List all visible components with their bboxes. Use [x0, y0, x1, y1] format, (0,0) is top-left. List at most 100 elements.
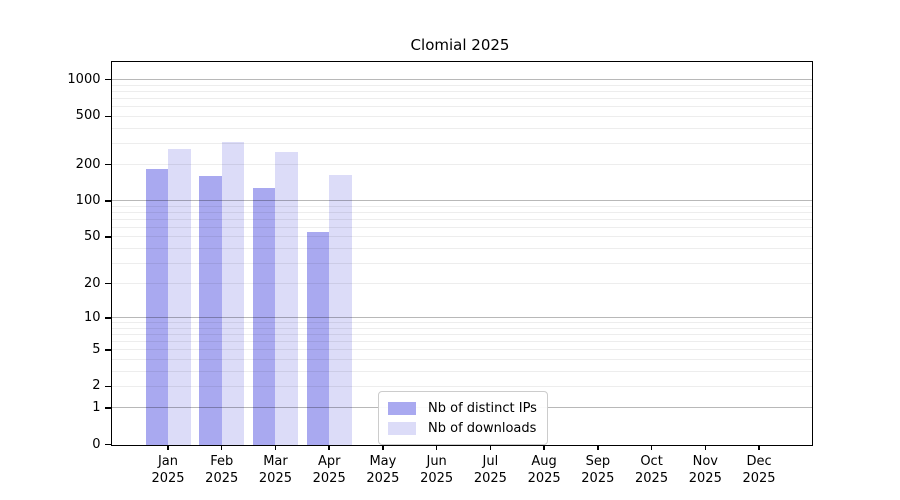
y-tick-mark: [104, 236, 111, 238]
x-tick-mark: [328, 444, 330, 450]
x-tick-month: Dec: [746, 453, 772, 469]
legend-swatch-downloads: [388, 421, 416, 435]
x-tick-month: Feb: [210, 453, 234, 469]
x-tick-month: Aug: [531, 453, 557, 469]
x-tick-mark: [704, 444, 706, 450]
x-tick-label: Apr 2025: [301, 453, 357, 487]
bar-downloads: [221, 142, 245, 445]
bar-distinct-ips: [306, 231, 330, 445]
bar-downloads: [275, 151, 298, 445]
gridline-minor: [111, 370, 812, 372]
x-tick-label: Sep 2025: [570, 453, 626, 487]
gridline-minor: [111, 218, 812, 220]
y-tick-label: 1: [92, 399, 101, 415]
x-tick-year: 2025: [151, 470, 185, 486]
x-tick-mark: [650, 444, 653, 450]
bar-distinct-ips: [252, 188, 276, 445]
y-tick-mark: [104, 443, 111, 446]
gridline-minor: [111, 247, 812, 249]
y-tick-label: 0: [92, 436, 101, 452]
x-tick-year: 2025: [366, 470, 400, 486]
gridline-minor: [111, 322, 812, 324]
y-tick-mark: [104, 200, 111, 202]
x-tick-label: Nov 2025: [677, 453, 733, 487]
y-tick-mark: [104, 349, 111, 351]
gridline-minor: [111, 211, 812, 213]
y-tick-mark: [104, 407, 111, 409]
legend-label-ips: Nb of distinct IPs: [428, 400, 537, 416]
gridline-minor: [111, 106, 812, 108]
gridline-minor: [111, 262, 812, 264]
x-tick-mark: [382, 444, 384, 450]
gridline-minor: [111, 226, 812, 228]
x-tick-mark: [758, 444, 760, 450]
y-tick-mark: [104, 79, 111, 81]
legend-item-distinct-ips: Nb of distinct IPs: [388, 398, 537, 418]
gridline-major: [111, 317, 812, 319]
x-tick-mark: [274, 444, 277, 450]
y-tick-mark: [104, 163, 111, 166]
plot-area: 0 1 2 5 10 20 50 100 200 500 1000 Jan 2025 Feb 2025 Mar…: [67, 61, 813, 486]
y-tick-label: 5: [92, 341, 101, 357]
x-tick-month: Sep: [585, 453, 611, 469]
x-tick-label: Dec 2025: [731, 453, 787, 487]
gridline-minor: [111, 127, 812, 129]
y-tick-mark: [104, 385, 111, 388]
gridline-minor: [111, 349, 812, 351]
bar-distinct-ips: [145, 169, 168, 445]
bar-distinct-ips: [199, 176, 222, 445]
legend-label-downloads: Nb of downloads: [428, 420, 537, 436]
x-tick-mark: [221, 444, 223, 450]
x-tick-mark: [543, 444, 545, 450]
x-tick-month: Jul: [482, 453, 499, 469]
x-tick-mark: [435, 444, 438, 450]
y-tick-label: 10: [83, 309, 101, 325]
x-tick-year: 2025: [581, 470, 615, 486]
x-tick-mark: [597, 444, 599, 450]
x-tick-month: Jun: [426, 453, 447, 469]
y-tick-mark: [104, 317, 111, 319]
legend-item-downloads: Nb of downloads: [388, 418, 537, 438]
gridline-minor: [111, 359, 812, 361]
y-tick-label: 20: [83, 275, 101, 291]
gridline-minor: [111, 327, 812, 329]
gridline-major: [111, 200, 812, 202]
legend-swatch-ips: [388, 401, 416, 415]
bar-downloads: [329, 175, 352, 445]
gridline-minor: [111, 385, 812, 387]
x-tick-label: Aug 2025: [516, 453, 572, 487]
x-tick-year: 2025: [688, 470, 722, 486]
gridline-minor: [111, 115, 812, 117]
x-tick-month: Mar: [263, 453, 288, 469]
x-tick-year: 2025: [742, 470, 776, 486]
x-tick-month: Jan: [157, 453, 179, 469]
x-tick-label: Jun 2025: [409, 453, 465, 487]
gridline-minor: [111, 283, 812, 285]
gridline-minor: [111, 91, 812, 92]
x-tick-year: 2025: [420, 470, 454, 486]
gridline-minor: [111, 205, 812, 207]
x-tick-mark: [489, 444, 492, 450]
gridline-major: [111, 79, 812, 81]
legend: Nb of distinct IPs Nb of downloads: [378, 391, 548, 445]
bar-downloads: [168, 149, 191, 445]
x-tick-month: Nov: [692, 453, 718, 469]
gridline-minor: [111, 142, 812, 144]
gridline-minor: [111, 236, 812, 238]
y-tick-label: 1000: [67, 71, 101, 87]
x-tick-year: 2025: [205, 470, 239, 486]
x-tick-label: Feb 2025: [194, 453, 250, 487]
y-tick-label: 100: [75, 192, 101, 208]
x-tick-label: Oct 2025: [624, 453, 680, 487]
y-tick-label: 2: [92, 378, 101, 394]
y-tick-mark: [104, 115, 111, 117]
gridline-minor: [111, 341, 812, 343]
x-tick-month: Oct: [640, 453, 663, 469]
x-tick-label: Jan 2025: [140, 453, 196, 487]
y-tick-label: 200: [75, 156, 101, 172]
chart-title: Clomial 2025: [410, 36, 510, 54]
x-tick-label: May 2025: [355, 453, 411, 487]
x-tick-label: Jul 2025: [462, 453, 518, 487]
gridline-minor: [111, 334, 812, 336]
